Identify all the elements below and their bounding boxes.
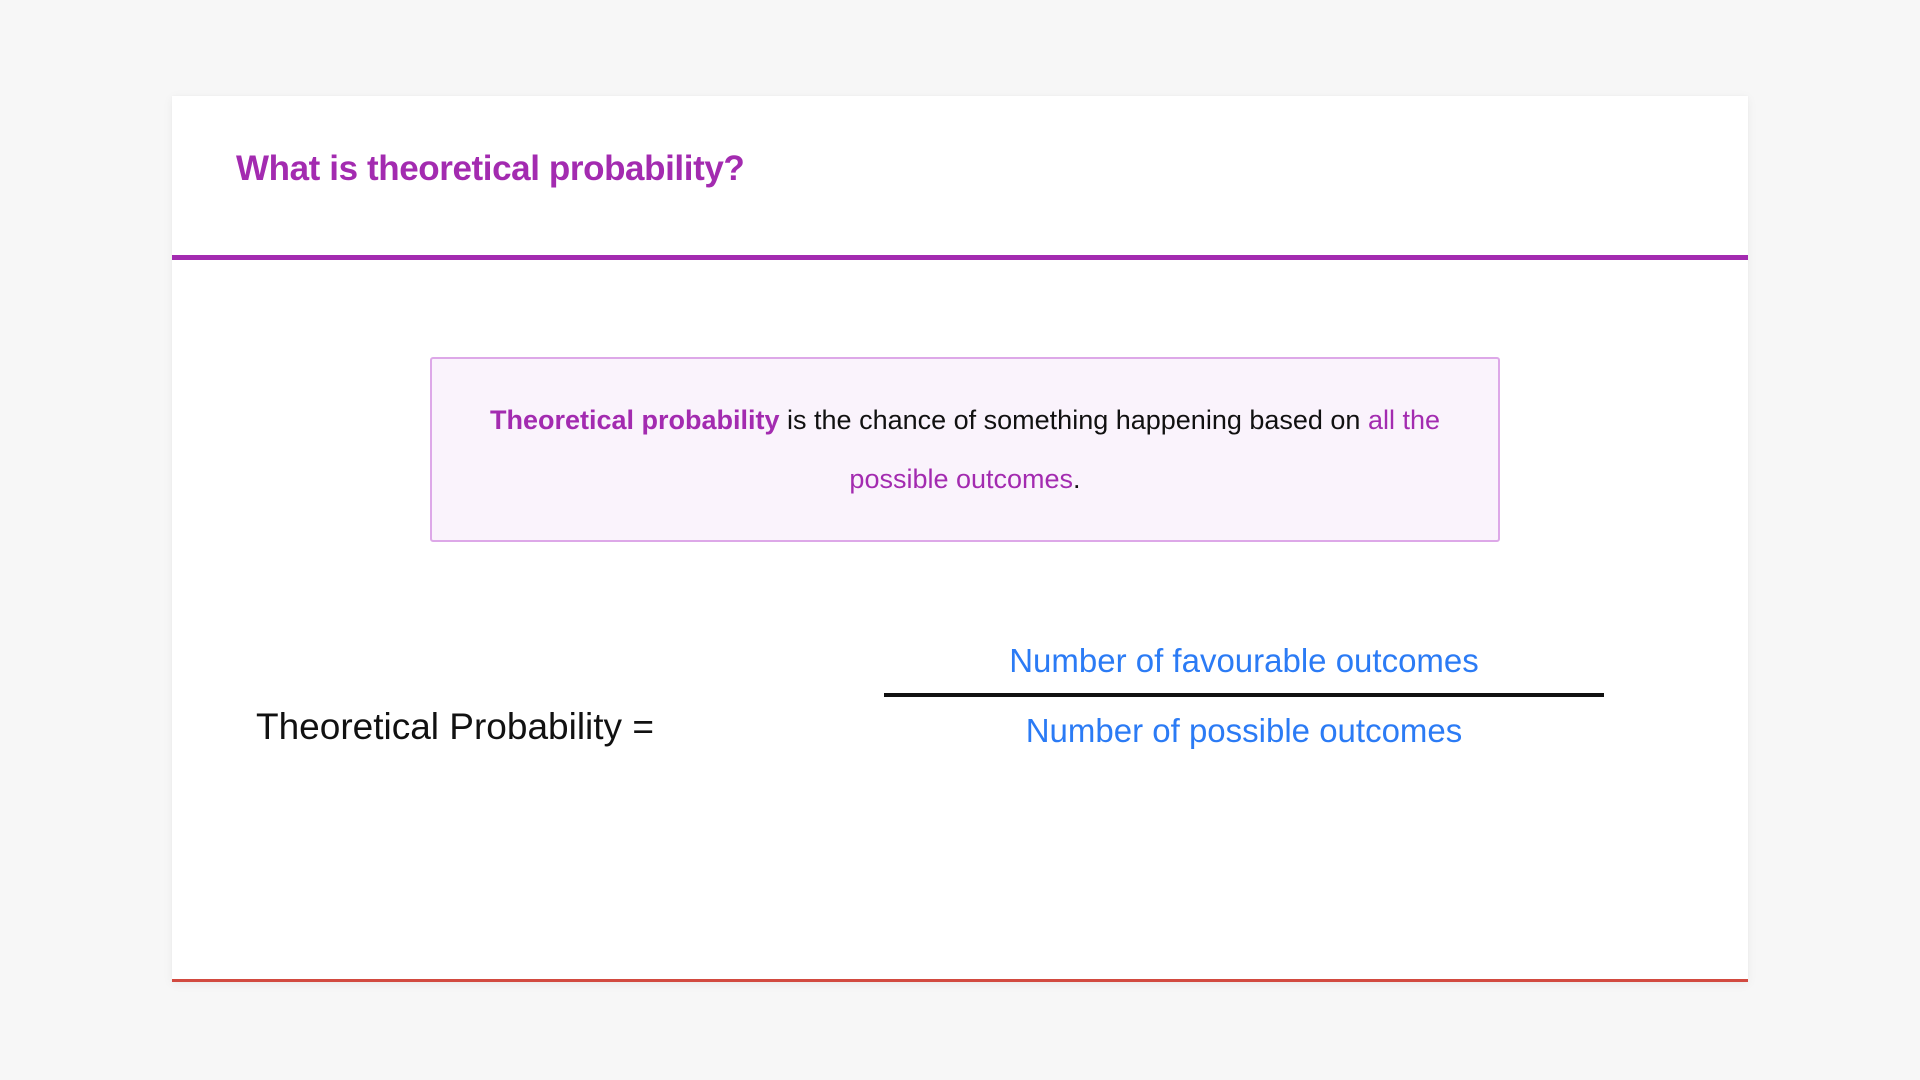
fraction-bar xyxy=(884,692,1604,697)
formula-fraction: Number of favourable outcomes Number of … xyxy=(884,641,1604,750)
fraction-denominator: Number of possible outcomes xyxy=(1025,711,1463,749)
card-bottom-rule xyxy=(172,979,1748,982)
header-divider xyxy=(172,255,1748,260)
definition-highlight-phrase: all the possible outcomes xyxy=(849,404,1441,494)
definition-middle-text: is the chance of something happening bas… xyxy=(779,404,1368,435)
definition-term: Theoretical probability xyxy=(489,404,780,435)
fraction-numerator: Number of favourable outcomes xyxy=(1009,642,1479,679)
formula-label: Theoretical Probability = xyxy=(256,706,654,747)
page-title: What is theoretical probability? xyxy=(236,149,745,188)
definition-callout-box: Theoretical probability is the chance of… xyxy=(430,357,1500,542)
definition-text: Theoretical probability is the chance of… xyxy=(432,391,1498,509)
slide-card: What is theoretical probability? Theoret… xyxy=(172,96,1748,982)
formula-row: Theoretical Probability = Number of favo… xyxy=(172,641,1748,861)
definition-end-punctuation: . xyxy=(1073,463,1081,494)
card-header: What is theoretical probability? xyxy=(172,96,1748,260)
